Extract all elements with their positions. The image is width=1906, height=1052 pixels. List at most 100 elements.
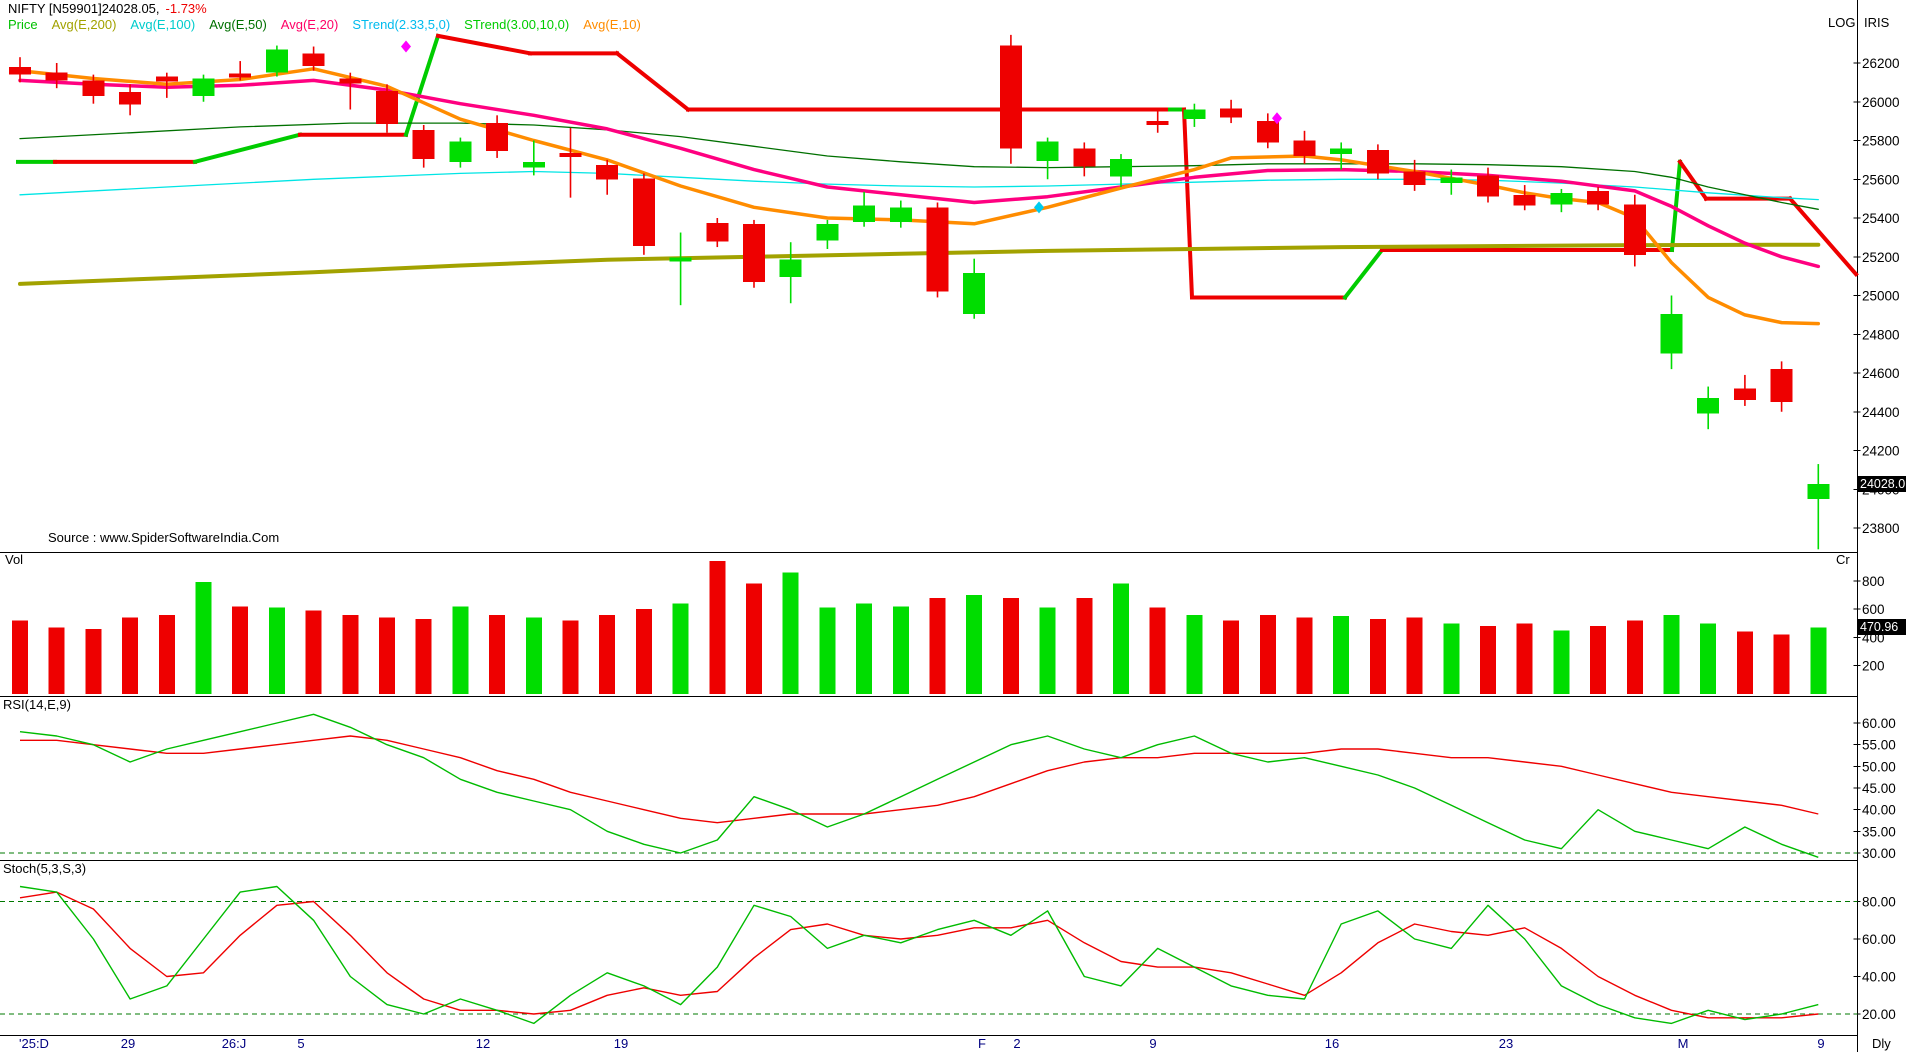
legend-avg-e-100-: Avg(E,100) xyxy=(130,17,196,32)
volume-bar xyxy=(1626,620,1643,694)
volume-bar xyxy=(1076,597,1093,694)
volume-bar xyxy=(525,617,542,694)
candle-body-down xyxy=(706,222,729,242)
last-volume-tag: 470.96 xyxy=(1858,619,1906,635)
price-tick-label: 25200 xyxy=(1862,250,1900,265)
volume-bar xyxy=(1736,631,1753,694)
candle-body-down xyxy=(999,45,1022,149)
supertrend-segment xyxy=(1787,195,1859,278)
volume-bar xyxy=(1480,626,1496,694)
supertrend-segment xyxy=(403,33,441,138)
legend-price: Price xyxy=(8,17,38,32)
date-label: 29 xyxy=(121,1036,135,1051)
price-tick-label: 24800 xyxy=(1862,327,1900,342)
candle-body-up xyxy=(853,205,876,222)
volume-bar xyxy=(1186,614,1203,694)
rsi-tick-label: 45.00 xyxy=(1862,781,1896,796)
volume-bar xyxy=(1369,619,1386,694)
supertrend-segment xyxy=(1342,247,1385,301)
volume-bar xyxy=(268,607,285,694)
volume-bar xyxy=(599,614,616,694)
volume-bar xyxy=(1443,623,1460,694)
legend-avg-e-50-: Avg(E,50) xyxy=(209,17,267,32)
date-label: M xyxy=(1678,1036,1689,1051)
volume-bar xyxy=(1259,614,1276,694)
volume-bar xyxy=(1590,626,1607,694)
price-tick-label: 25800 xyxy=(1862,134,1900,149)
price-tick-label: 24600 xyxy=(1862,366,1900,381)
volume-bar xyxy=(85,628,102,694)
volume-unit-label: Cr xyxy=(1836,552,1850,567)
candle-body-down xyxy=(1403,171,1426,186)
date-label: 26:J xyxy=(222,1036,247,1051)
candle-body-up xyxy=(1550,192,1573,205)
volume-bar xyxy=(672,603,689,694)
last-price-tag: 24028.0 xyxy=(1858,476,1906,492)
date-label: F xyxy=(978,1036,986,1051)
ma-line-avg-e-200- xyxy=(18,242,1821,286)
rsi-tick-label: 35.00 xyxy=(1862,824,1896,839)
rsi-tick-label: 30.00 xyxy=(1862,846,1896,861)
volume-bar xyxy=(966,594,983,694)
volume-bar xyxy=(379,617,395,694)
candle-body-up xyxy=(265,49,288,73)
candle-body-down xyxy=(412,129,435,159)
volume-bar xyxy=(232,606,249,694)
symbol-title: NIFTY [N59901]24028.05, xyxy=(8,1,160,16)
date-label: 9 xyxy=(1149,1036,1156,1051)
app-name-label: IRIS xyxy=(1864,15,1890,30)
candle-body-down xyxy=(302,53,325,66)
candle-body-down xyxy=(339,78,362,84)
indicator-legend-row: Price Avg(E,200) Avg(E,100) Avg(E,50) Avg(E,… xyxy=(8,18,655,32)
volume-bar xyxy=(1002,597,1019,694)
price-tick-label: 23800 xyxy=(1862,521,1900,536)
date-label: '25:D xyxy=(19,1036,49,1051)
volume-bar xyxy=(856,603,873,694)
supertrend-segment xyxy=(192,132,303,165)
rsi-panel-label: RSI(14,E,9) xyxy=(3,697,71,712)
candle-body-down xyxy=(596,165,619,180)
volume-bar xyxy=(1773,634,1790,694)
date-label: 5 xyxy=(297,1036,304,1051)
volume-bar xyxy=(929,597,946,694)
date-label: 2 xyxy=(1013,1036,1020,1051)
stoch-d-line xyxy=(19,891,1819,1019)
candle-body-up xyxy=(1697,398,1720,414)
candle-body-down xyxy=(559,153,582,157)
candle-body-up xyxy=(816,223,839,241)
change-percent: -1.73% xyxy=(165,1,207,16)
volume-bar xyxy=(1039,607,1056,694)
rsi-tick-label: 60.00 xyxy=(1862,716,1896,731)
candle-body-down xyxy=(486,123,509,152)
price-tick-label: 25600 xyxy=(1862,172,1900,187)
candle-body-down xyxy=(155,76,178,82)
candle-body-down xyxy=(1146,121,1169,125)
volume-bar xyxy=(305,610,322,694)
rsi-line xyxy=(19,713,1819,858)
rsi-tick-label: 50.00 xyxy=(1862,759,1896,774)
strend-flip-marker xyxy=(1034,201,1044,214)
volume-bar xyxy=(635,609,652,694)
volume-bar xyxy=(342,614,359,694)
volume-bar xyxy=(1296,617,1313,694)
volume-bar xyxy=(1149,607,1166,694)
candle-body-down xyxy=(1366,150,1389,174)
rsi-tick-label: 55.00 xyxy=(1862,738,1896,753)
date-label: 12 xyxy=(476,1036,490,1051)
strend-flip-marker xyxy=(401,40,411,53)
volume-bar xyxy=(709,560,726,694)
volume-bar xyxy=(819,607,836,694)
candle-body-down xyxy=(82,80,105,96)
candle-body-up xyxy=(1807,483,1830,499)
candle-body-up xyxy=(963,273,986,314)
candle-body-up xyxy=(449,141,472,162)
source-credit: Source : www.SpiderSoftwareIndia.Com xyxy=(48,530,280,545)
symbol-header: NIFTY [N59901]24028.05, -1.73% xyxy=(8,2,207,16)
volume-bar xyxy=(1553,630,1570,694)
price-tick-label: 26000 xyxy=(1862,95,1900,110)
date-label: 9 xyxy=(1817,1036,1824,1051)
supertrend-segment xyxy=(614,50,691,113)
stoch-tick-label: 60.00 xyxy=(1862,932,1896,947)
date-label: 16 xyxy=(1325,1036,1339,1051)
